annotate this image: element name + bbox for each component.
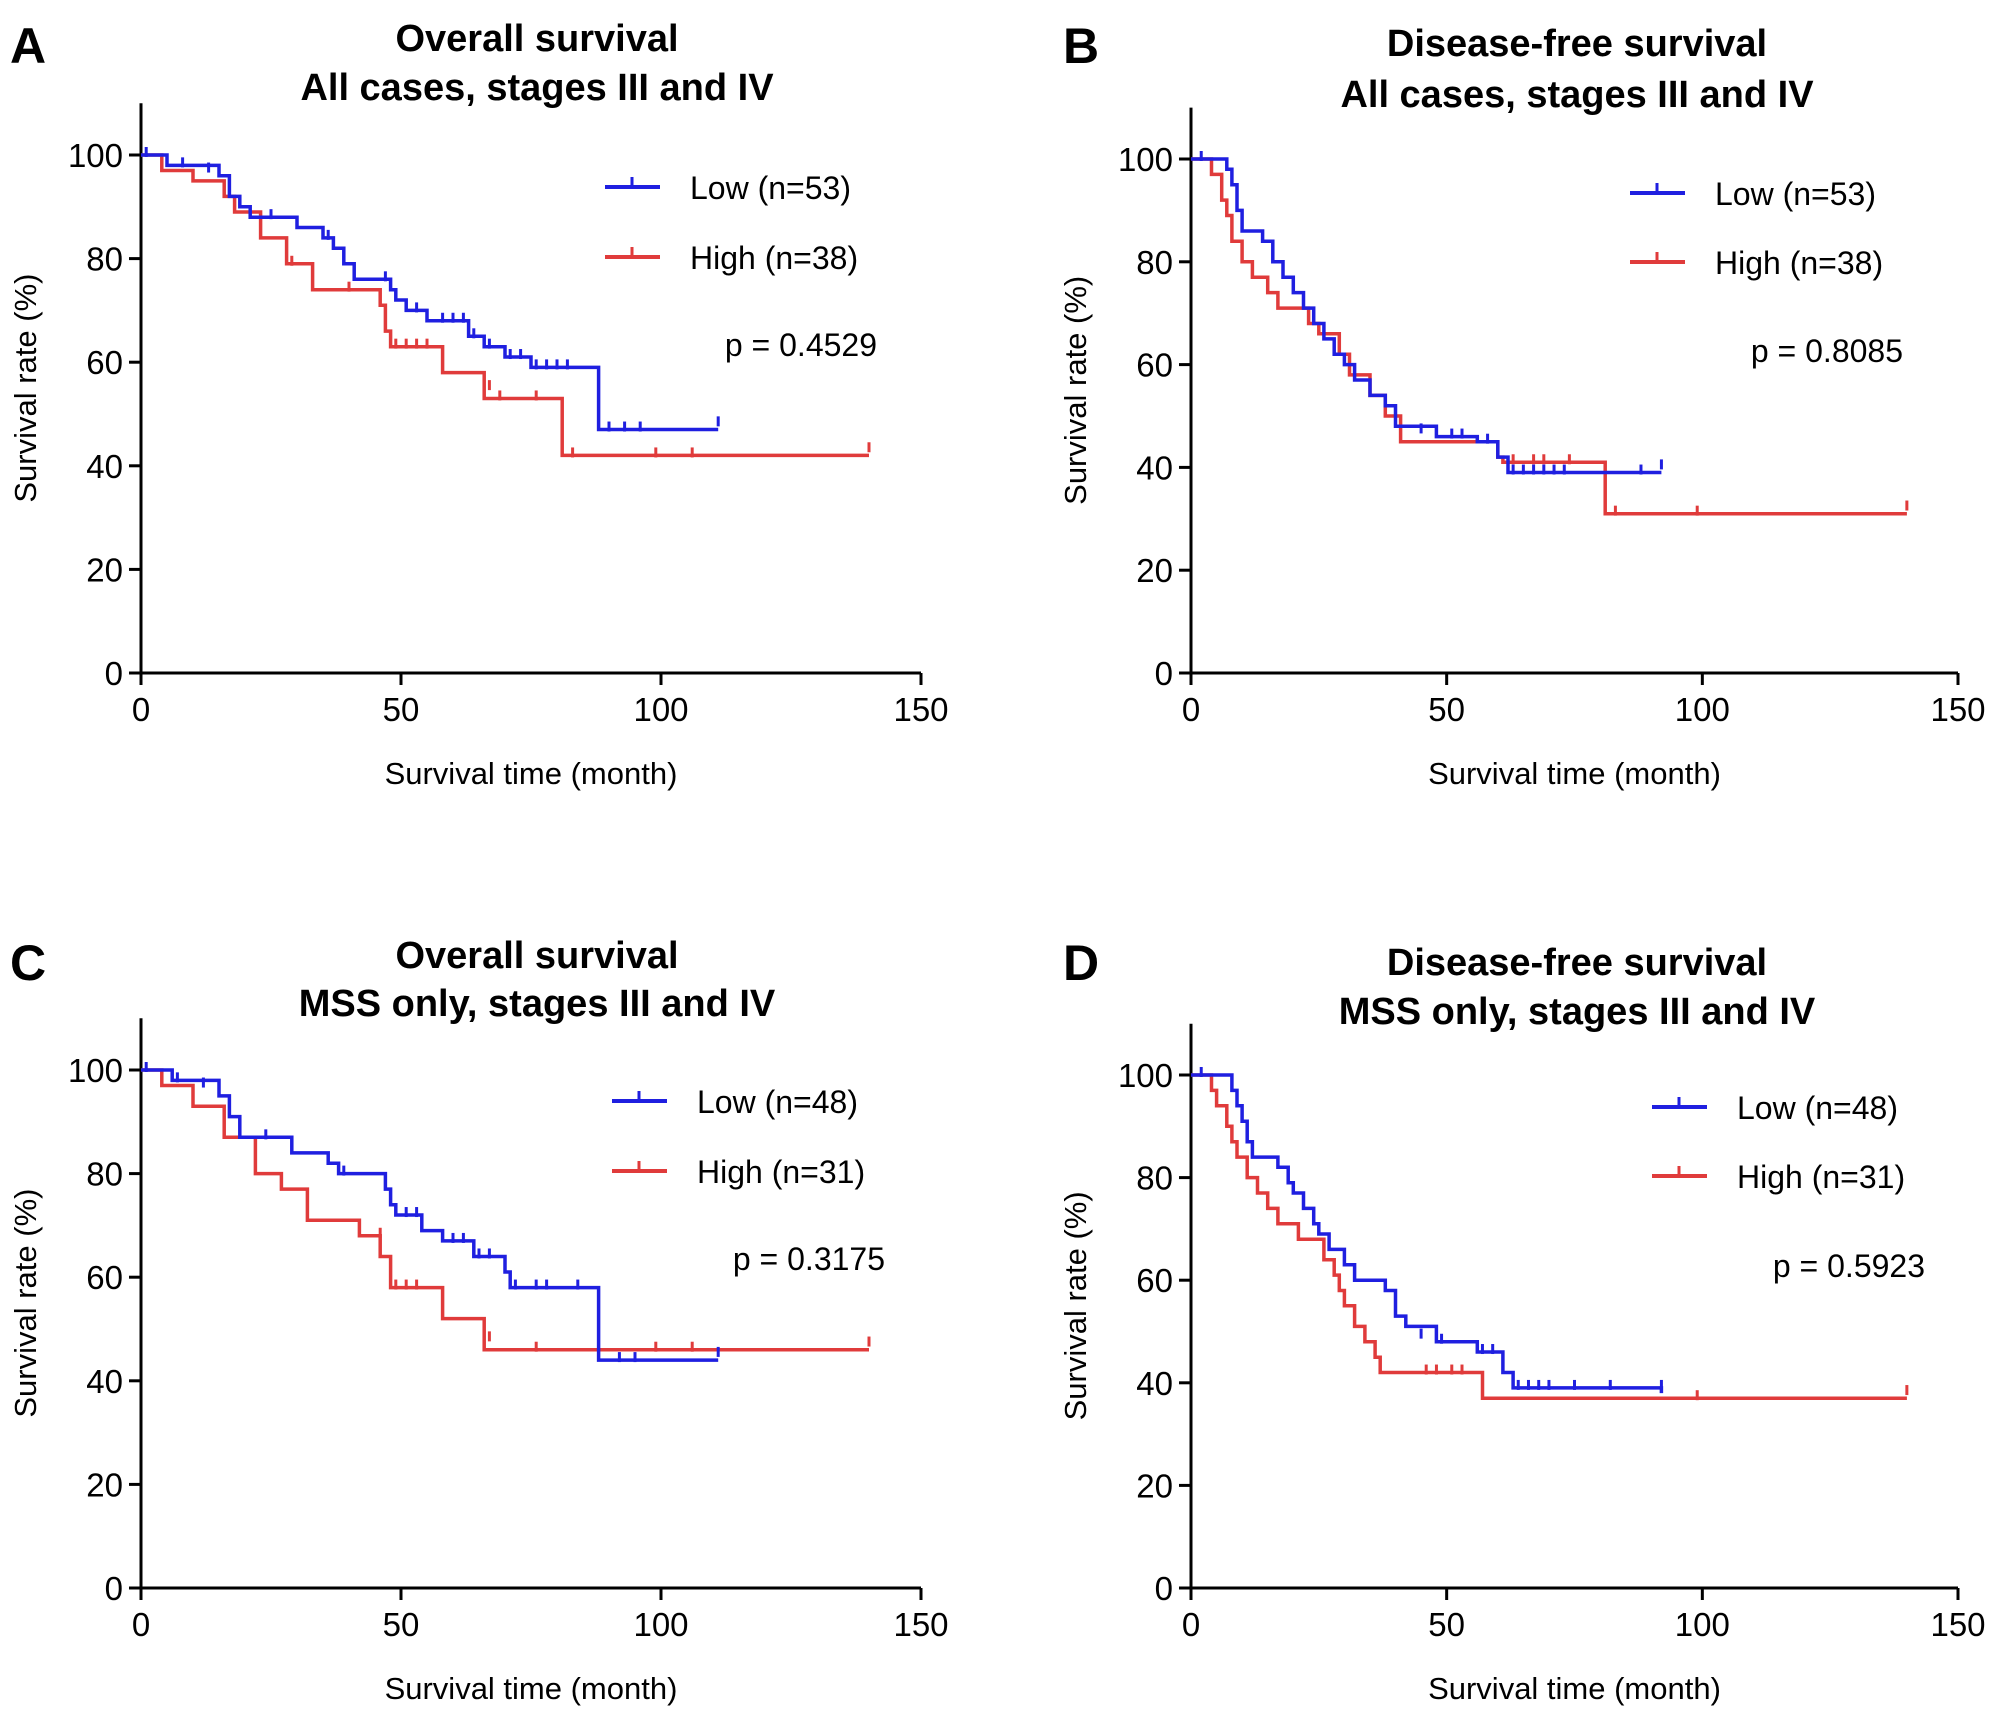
y-tick-label: 40 — [86, 448, 123, 485]
p-value: p = 0.4529 — [725, 327, 877, 363]
x-tick-label: 50 — [1428, 1606, 1465, 1643]
y-tick-label: 20 — [86, 551, 123, 588]
x-tick-label: 50 — [383, 1606, 420, 1643]
x-axis-label: Survival time (month) — [385, 1671, 678, 1706]
x-tick-label: 150 — [893, 691, 948, 728]
panel-subtitle: MSS only, stages III and IV — [299, 983, 776, 1025]
series-high-curve — [1191, 1073, 1907, 1400]
y-tick-label: 20 — [1136, 1467, 1173, 1504]
panel-title: Disease-free survival — [1387, 942, 1767, 984]
x-tick-label: 0 — [1182, 691, 1200, 728]
y-tick-label: 80 — [1136, 244, 1173, 281]
series-low-curve — [1191, 157, 1662, 475]
x-tick-label: 100 — [1675, 1606, 1730, 1643]
series-high-curve — [141, 1068, 869, 1352]
panel-title: Overall survival — [395, 18, 678, 60]
legend-label: Low (n=48) — [697, 1084, 858, 1120]
panel-letter: A — [10, 18, 46, 74]
panel-title: Disease-free survival — [1387, 23, 1767, 65]
x-tick-label: 50 — [1428, 691, 1465, 728]
y-tick-label: 40 — [1136, 449, 1173, 486]
series-high-curve — [141, 153, 869, 458]
panel-subtitle: All cases, stages III and IV — [300, 67, 774, 109]
x-tick-label: 0 — [1182, 1606, 1200, 1643]
p-value: p = 0.8085 — [1751, 333, 1903, 369]
y-tick-label: 80 — [1136, 1160, 1173, 1197]
y-tick-label: 40 — [1136, 1365, 1173, 1402]
y-axis-label: Survival rate (%) — [8, 1189, 43, 1418]
y-tick-label: 20 — [86, 1466, 123, 1503]
y-tick-label: 0 — [105, 1570, 123, 1607]
p-value: p = 0.5923 — [1773, 1248, 1925, 1284]
x-tick-label: 100 — [633, 691, 688, 728]
legend-label: High (n=38) — [690, 240, 858, 276]
x-tick-label: 0 — [132, 1606, 150, 1643]
y-tick-label: 0 — [1155, 1570, 1173, 1607]
panel-subtitle: All cases, stages III and IV — [1340, 74, 1814, 116]
series-low-curve — [141, 1068, 719, 1362]
legend-label: Low (n=53) — [690, 170, 851, 206]
legend-label: Low (n=53) — [1715, 176, 1876, 212]
y-tick-label: 80 — [86, 1156, 123, 1193]
y-tick-label: 60 — [1136, 347, 1173, 384]
legend-label: High (n=31) — [1737, 1159, 1905, 1195]
panel-b: B Disease-free survival All cases, stages … — [1058, 18, 1986, 791]
y-tick-label: 100 — [68, 137, 123, 174]
panel-letter: B — [1063, 18, 1099, 74]
y-axis-label: Survival rate (%) — [1058, 1191, 1093, 1420]
x-axis-label: Survival time (month) — [1428, 1671, 1721, 1706]
x-tick-label: 150 — [893, 1606, 948, 1643]
x-tick-label: 0 — [132, 691, 150, 728]
y-tick-label: 100 — [1118, 1057, 1173, 1094]
y-tick-label: 60 — [86, 344, 123, 381]
panel-subtitle: MSS only, stages III and IV — [1339, 991, 1816, 1033]
y-tick-label: 60 — [86, 1259, 123, 1296]
y-tick-label: 60 — [1136, 1262, 1173, 1299]
y-tick-label: 100 — [68, 1052, 123, 1089]
x-axis-label: Survival time (month) — [1428, 756, 1721, 791]
series-low-curve — [1191, 1073, 1664, 1394]
y-tick-label: 40 — [86, 1363, 123, 1400]
x-tick-label: 150 — [1930, 1606, 1985, 1643]
panel-c: C Overall survival MSS only, stages III an… — [8, 935, 949, 1706]
y-tick-label: 80 — [86, 241, 123, 278]
y-tick-label: 20 — [1136, 552, 1173, 589]
panel-a: A Overall survival All cases, stages III a… — [8, 18, 949, 791]
x-tick-label: 100 — [633, 1606, 688, 1643]
y-tick-label: 0 — [1155, 655, 1173, 692]
x-tick-label: 50 — [383, 691, 420, 728]
legend-label: High (n=31) — [697, 1154, 865, 1190]
legend-label: High (n=38) — [1715, 245, 1883, 281]
y-tick-label: 0 — [105, 655, 123, 692]
series-low-curve — [141, 153, 719, 432]
panel-d: D Disease-free survival MSS only, stages I… — [1058, 935, 1986, 1706]
panel-title: Overall survival — [395, 935, 678, 977]
x-tick-label: 150 — [1930, 691, 1985, 728]
p-value: p = 0.3175 — [733, 1241, 885, 1277]
panel-letter: C — [10, 935, 46, 991]
y-tick-label: 100 — [1118, 141, 1173, 178]
y-axis-label: Survival rate (%) — [8, 274, 43, 503]
x-tick-label: 100 — [1675, 691, 1730, 728]
x-axis-label: Survival time (month) — [385, 756, 678, 791]
y-axis-label: Survival rate (%) — [1058, 276, 1093, 505]
panel-letter: D — [1063, 935, 1099, 991]
legend-label: Low (n=48) — [1737, 1090, 1898, 1126]
